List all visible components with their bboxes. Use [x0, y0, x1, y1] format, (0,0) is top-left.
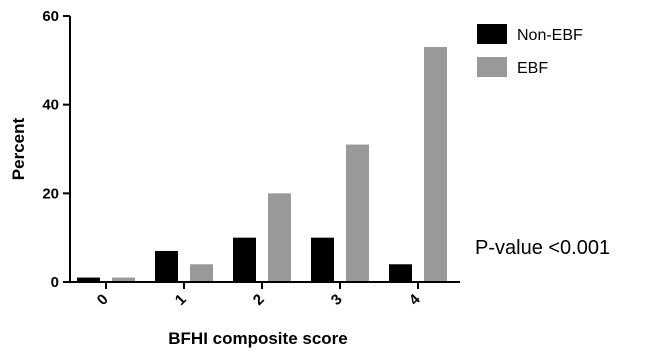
y-tick-label: 20	[42, 185, 59, 202]
x-axis-title: BFHI composite score	[168, 329, 348, 348]
x-tick-label: 0	[94, 291, 112, 309]
bars-group	[77, 47, 447, 283]
bar-non-ebf-3	[311, 237, 334, 282]
y-tick-label: 60	[42, 8, 59, 25]
bar-ebf-3	[346, 144, 369, 282]
legend-label: EBF	[517, 60, 548, 77]
bar-non-ebf-2	[233, 237, 256, 282]
bar-non-ebf-4	[389, 264, 412, 282]
legend: Non-EBF EBF	[477, 24, 583, 77]
axes-group	[69, 16, 460, 283]
x-tick-label: 1	[172, 291, 190, 309]
legend-swatch-non-ebf	[477, 24, 507, 44]
bar-non-ebf-0	[77, 277, 100, 282]
y-axis-title: Percent	[9, 117, 28, 180]
x-tick-label: 4	[406, 290, 424, 308]
legend-label: Non-EBF	[517, 27, 583, 44]
bar-non-ebf-1	[155, 250, 178, 282]
bar-ebf-2	[268, 193, 291, 282]
y-tick-label: 0	[51, 274, 59, 291]
bar-ebf-4	[424, 47, 447, 283]
legend-swatch-ebf	[477, 57, 507, 77]
p-value-annotation: P-value <0.001	[475, 237, 610, 259]
x-tick-label: 3	[328, 291, 346, 309]
y-tick-label: 40	[42, 97, 59, 114]
x-tick-label: 2	[250, 291, 268, 309]
bar-ebf-0	[112, 277, 135, 282]
y-ticks-group: 0 20 40 60	[42, 8, 70, 291]
x-ticks-group: 0 1 2 3 4	[94, 282, 424, 309]
bar-ebf-1	[190, 264, 213, 282]
